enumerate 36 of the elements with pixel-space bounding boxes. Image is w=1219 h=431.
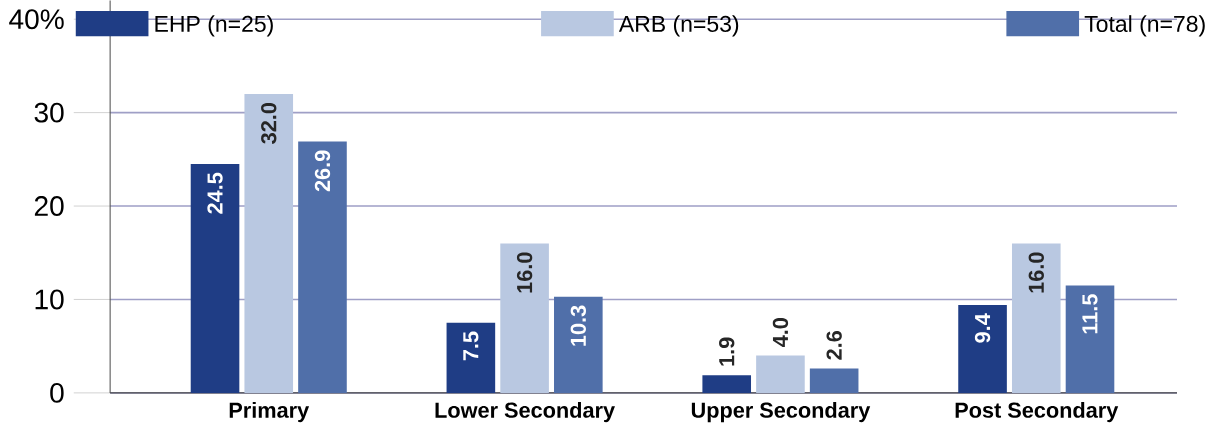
data-label: 10.3 <box>570 305 587 346</box>
data-label: 2.6 <box>826 331 842 360</box>
x-tick-label: Lower Secondary <box>435 402 615 423</box>
x-tick-label: Primary <box>229 402 310 423</box>
data-label: 32.0 <box>261 103 277 145</box>
bar <box>554 296 603 394</box>
data-label: 24.5 <box>207 172 223 214</box>
x-tick-label: Post Secondary <box>955 402 1119 423</box>
bar <box>500 243 549 394</box>
data-label: 9.4 <box>974 313 991 343</box>
bar <box>446 322 496 394</box>
legend-label: ARB (n=53) <box>618 15 739 37</box>
bar <box>244 94 294 394</box>
y-tick-label: 10 <box>35 289 64 310</box>
bar <box>958 305 1007 394</box>
y-tick-label: 0 <box>50 383 64 404</box>
bar <box>702 375 752 394</box>
bar <box>809 368 859 394</box>
data-label: 4.0 <box>772 318 789 348</box>
legend-label: Total (n=78) <box>1084 15 1205 37</box>
bar <box>1011 243 1061 394</box>
y-tick-label: 30 <box>34 102 64 123</box>
data-label: 16.0 <box>516 252 533 293</box>
data-label: 11.5 <box>1082 294 1098 334</box>
bar <box>190 164 240 394</box>
y-tick-label: 20 <box>34 196 64 217</box>
x-tick-label: Upper Secondary <box>691 402 871 423</box>
bar <box>756 355 805 394</box>
data-label: 16.0 <box>1028 252 1044 293</box>
data-label: 26.9 <box>314 150 331 192</box>
data-label: 1.9 <box>719 337 735 366</box>
bar <box>1065 285 1115 394</box>
y-tick-label: 40% <box>9 9 64 30</box>
bar <box>298 141 347 394</box>
data-label: 7.5 <box>463 331 479 361</box>
legend-label: EHP (n=25) <box>155 15 273 37</box>
